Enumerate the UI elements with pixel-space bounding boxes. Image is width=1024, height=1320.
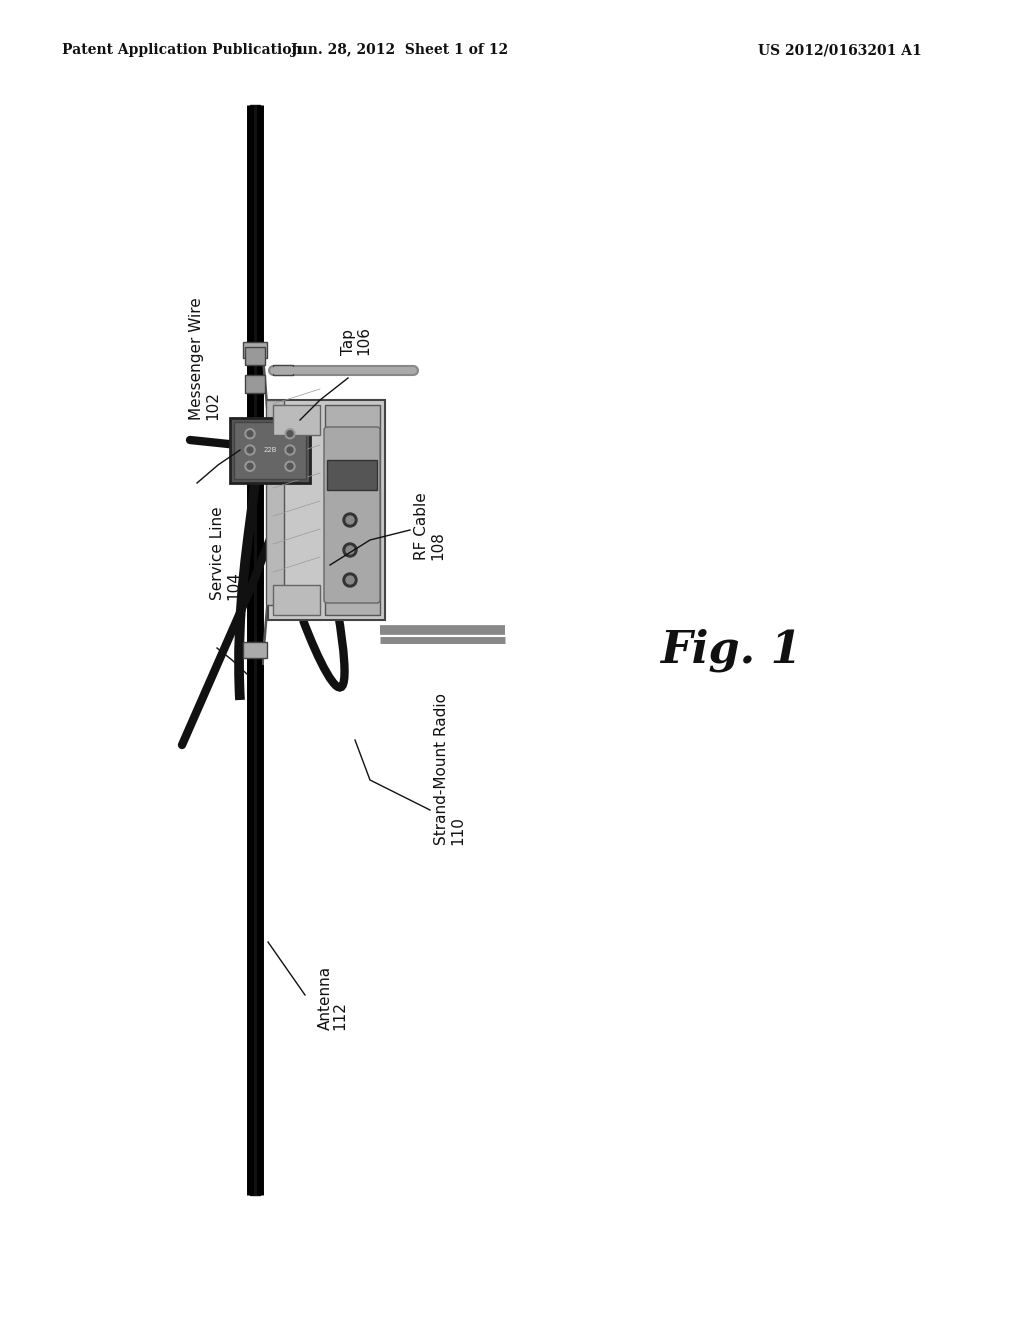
Text: 108: 108 [430,531,445,560]
Bar [230,417,310,483]
Bar [325,405,380,615]
Text: Strand-Mount Radio: Strand-Mount Radio [434,693,450,845]
Bar [234,421,306,479]
Circle shape [245,445,255,455]
Circle shape [343,543,357,557]
Text: Patent Application Publication: Patent Application Publication [62,44,302,57]
Circle shape [346,546,354,554]
Bar [245,375,265,393]
Bar [266,400,284,605]
Text: 106: 106 [356,326,372,355]
Text: 110: 110 [451,816,466,845]
Circle shape [247,447,253,453]
Text: Messenger Wire: Messenger Wire [189,297,205,420]
Circle shape [247,463,253,469]
Text: Fig. 1: Fig. 1 [660,628,802,672]
Circle shape [343,573,357,587]
Bar [273,405,319,436]
Circle shape [346,516,354,524]
Text: US 2012/0163201 A1: US 2012/0163201 A1 [758,44,922,57]
Circle shape [287,447,293,453]
Bar [327,459,377,490]
Bar [243,342,267,358]
FancyBboxPatch shape [324,426,380,603]
Text: Antenna: Antenna [317,966,333,1030]
Circle shape [247,430,253,437]
Text: 112: 112 [333,1001,347,1030]
Circle shape [285,445,295,455]
Circle shape [346,576,354,583]
Bar [273,366,293,375]
Bar [268,400,385,620]
Polygon shape [263,590,268,665]
Circle shape [285,429,295,438]
Circle shape [287,430,293,437]
Circle shape [245,461,255,471]
Bar [273,585,319,615]
Text: 104: 104 [226,572,242,601]
Text: 22B: 22B [263,447,276,453]
Text: 102: 102 [206,391,220,420]
Text: Jun. 28, 2012  Sheet 1 of 12: Jun. 28, 2012 Sheet 1 of 12 [292,44,509,57]
Bar [245,347,265,366]
Text: Tap: Tap [341,329,355,355]
Circle shape [343,513,357,527]
Text: Service Line: Service Line [211,507,225,601]
Circle shape [287,463,293,469]
Circle shape [245,429,255,438]
Bar [243,642,267,657]
Circle shape [285,461,295,471]
Text: RF Cable: RF Cable [415,492,429,560]
Polygon shape [263,350,268,425]
